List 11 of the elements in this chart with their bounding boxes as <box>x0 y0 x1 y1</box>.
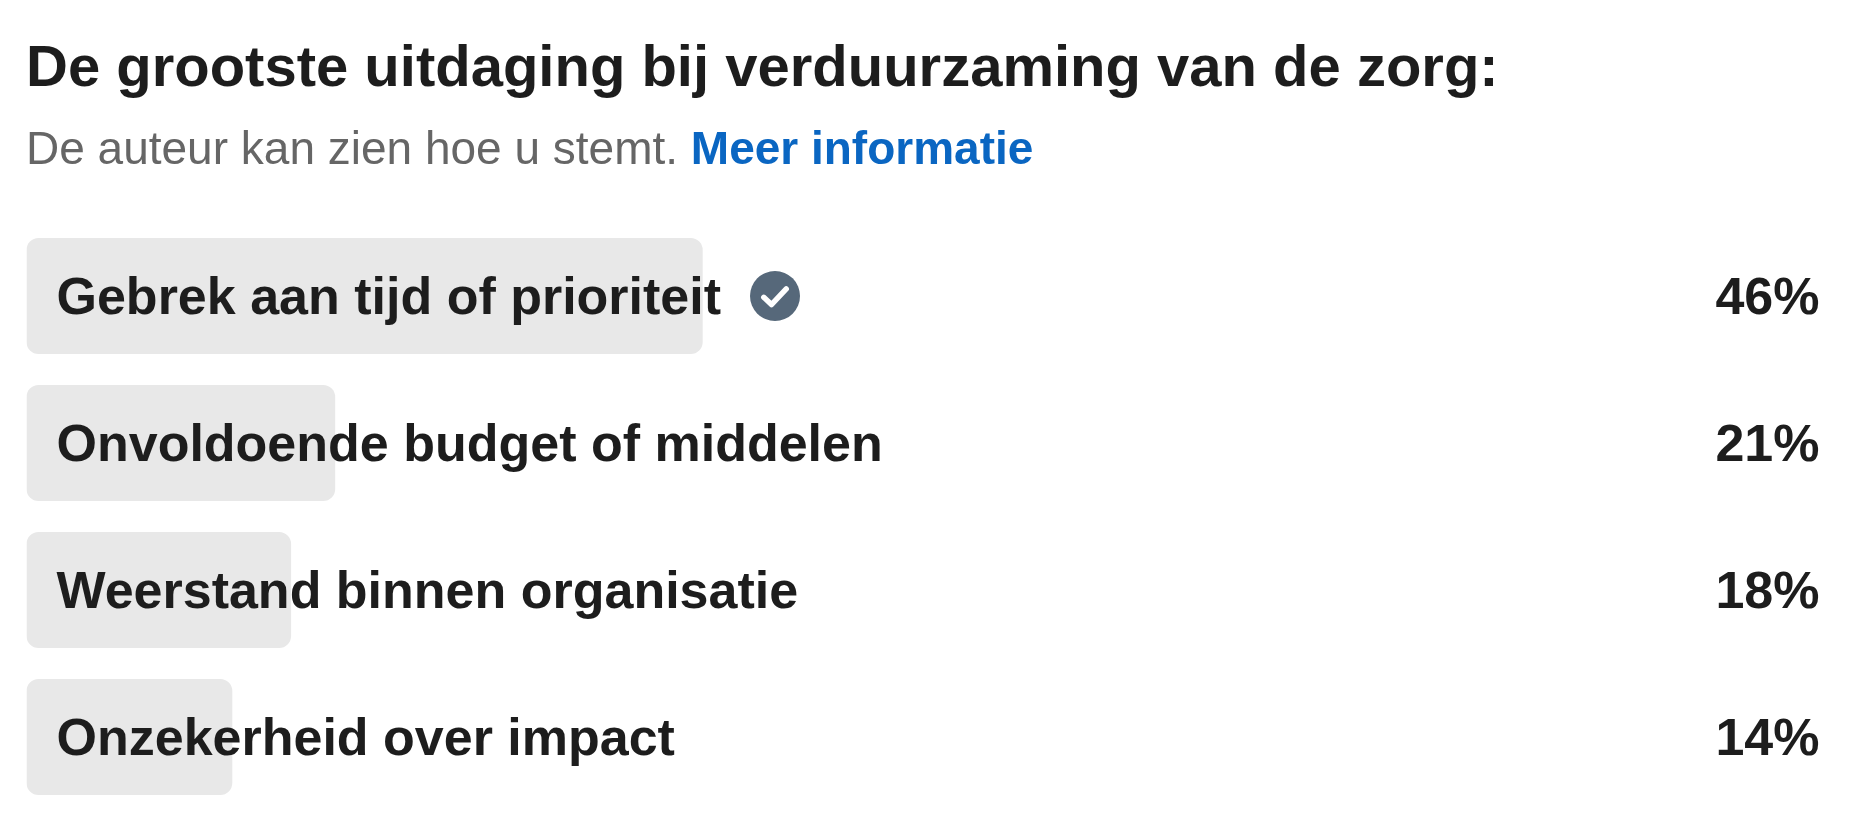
y-tick-label: Weerstand binnen organisatie <box>56 561 799 619</box>
y-tick-label: Onzekerheid over impact <box>56 708 675 766</box>
y-tick-label: Gebrek aan tijd of prioriteit <box>56 267 722 325</box>
data-label: 18% <box>1715 561 1820 619</box>
chart-title: De grootste uitdaging bij verduurzaming van de zorg: <box>26 33 1499 98</box>
chart-subtitle: De auteur kan zien hoe u stemt. <box>26 122 679 174</box>
data-label: 14% <box>1715 708 1820 766</box>
data-label: 21% <box>1715 414 1820 472</box>
data-label: 46% <box>1715 267 1820 325</box>
y-tick-label: Onvoldoende budget of middelen <box>56 414 883 472</box>
text: Meer informatie <box>690 122 1034 174</box>
